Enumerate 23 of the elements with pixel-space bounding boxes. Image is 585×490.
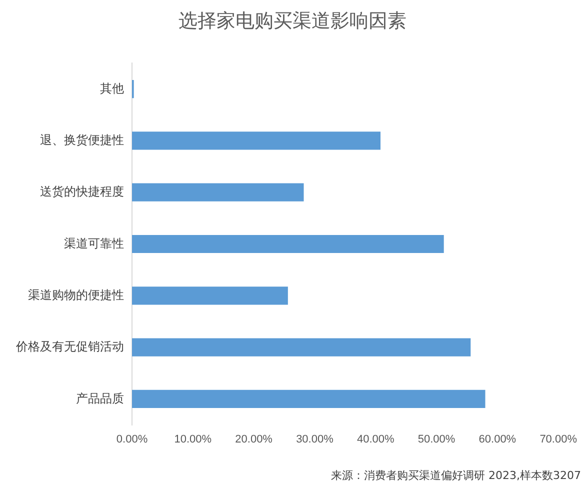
bar (132, 234, 444, 254)
bar (132, 390, 486, 408)
bar (132, 132, 380, 150)
source-note: 来源：消费者购买渠道偏好调研 2023,样本数3207 (331, 468, 581, 483)
y-tick-label: 其他 (100, 81, 124, 96)
y-tick-label: 价格及有无促销活动 (15, 340, 124, 354)
y-tick-label: 送货的快捷程度 (40, 184, 124, 199)
y-tick-label: 产品品质 (76, 391, 124, 406)
y-tick-label: 渠道可靠性 (64, 236, 124, 250)
x-tick-label: 30.00% (296, 433, 334, 446)
chart-title: 选择家电购买渠道影响因素 (178, 9, 408, 34)
x-tick-label: 70.00% (540, 433, 578, 446)
x-tick-label: 60.00% (478, 433, 516, 446)
bar (132, 338, 471, 356)
y-tick-label: 渠道购物的便捷性 (28, 288, 124, 302)
y-tick-label: 退、换货便捷性 (40, 133, 124, 147)
x-tick-label: 0.00% (116, 433, 148, 446)
x-tick-label: 10.00% (174, 433, 212, 446)
x-tick-label: 50.00% (418, 433, 456, 446)
x-tick-label: 20.00% (235, 433, 273, 446)
x-tick-label: 40.00% (356, 433, 394, 446)
bar (132, 183, 304, 202)
bar (132, 286, 288, 305)
